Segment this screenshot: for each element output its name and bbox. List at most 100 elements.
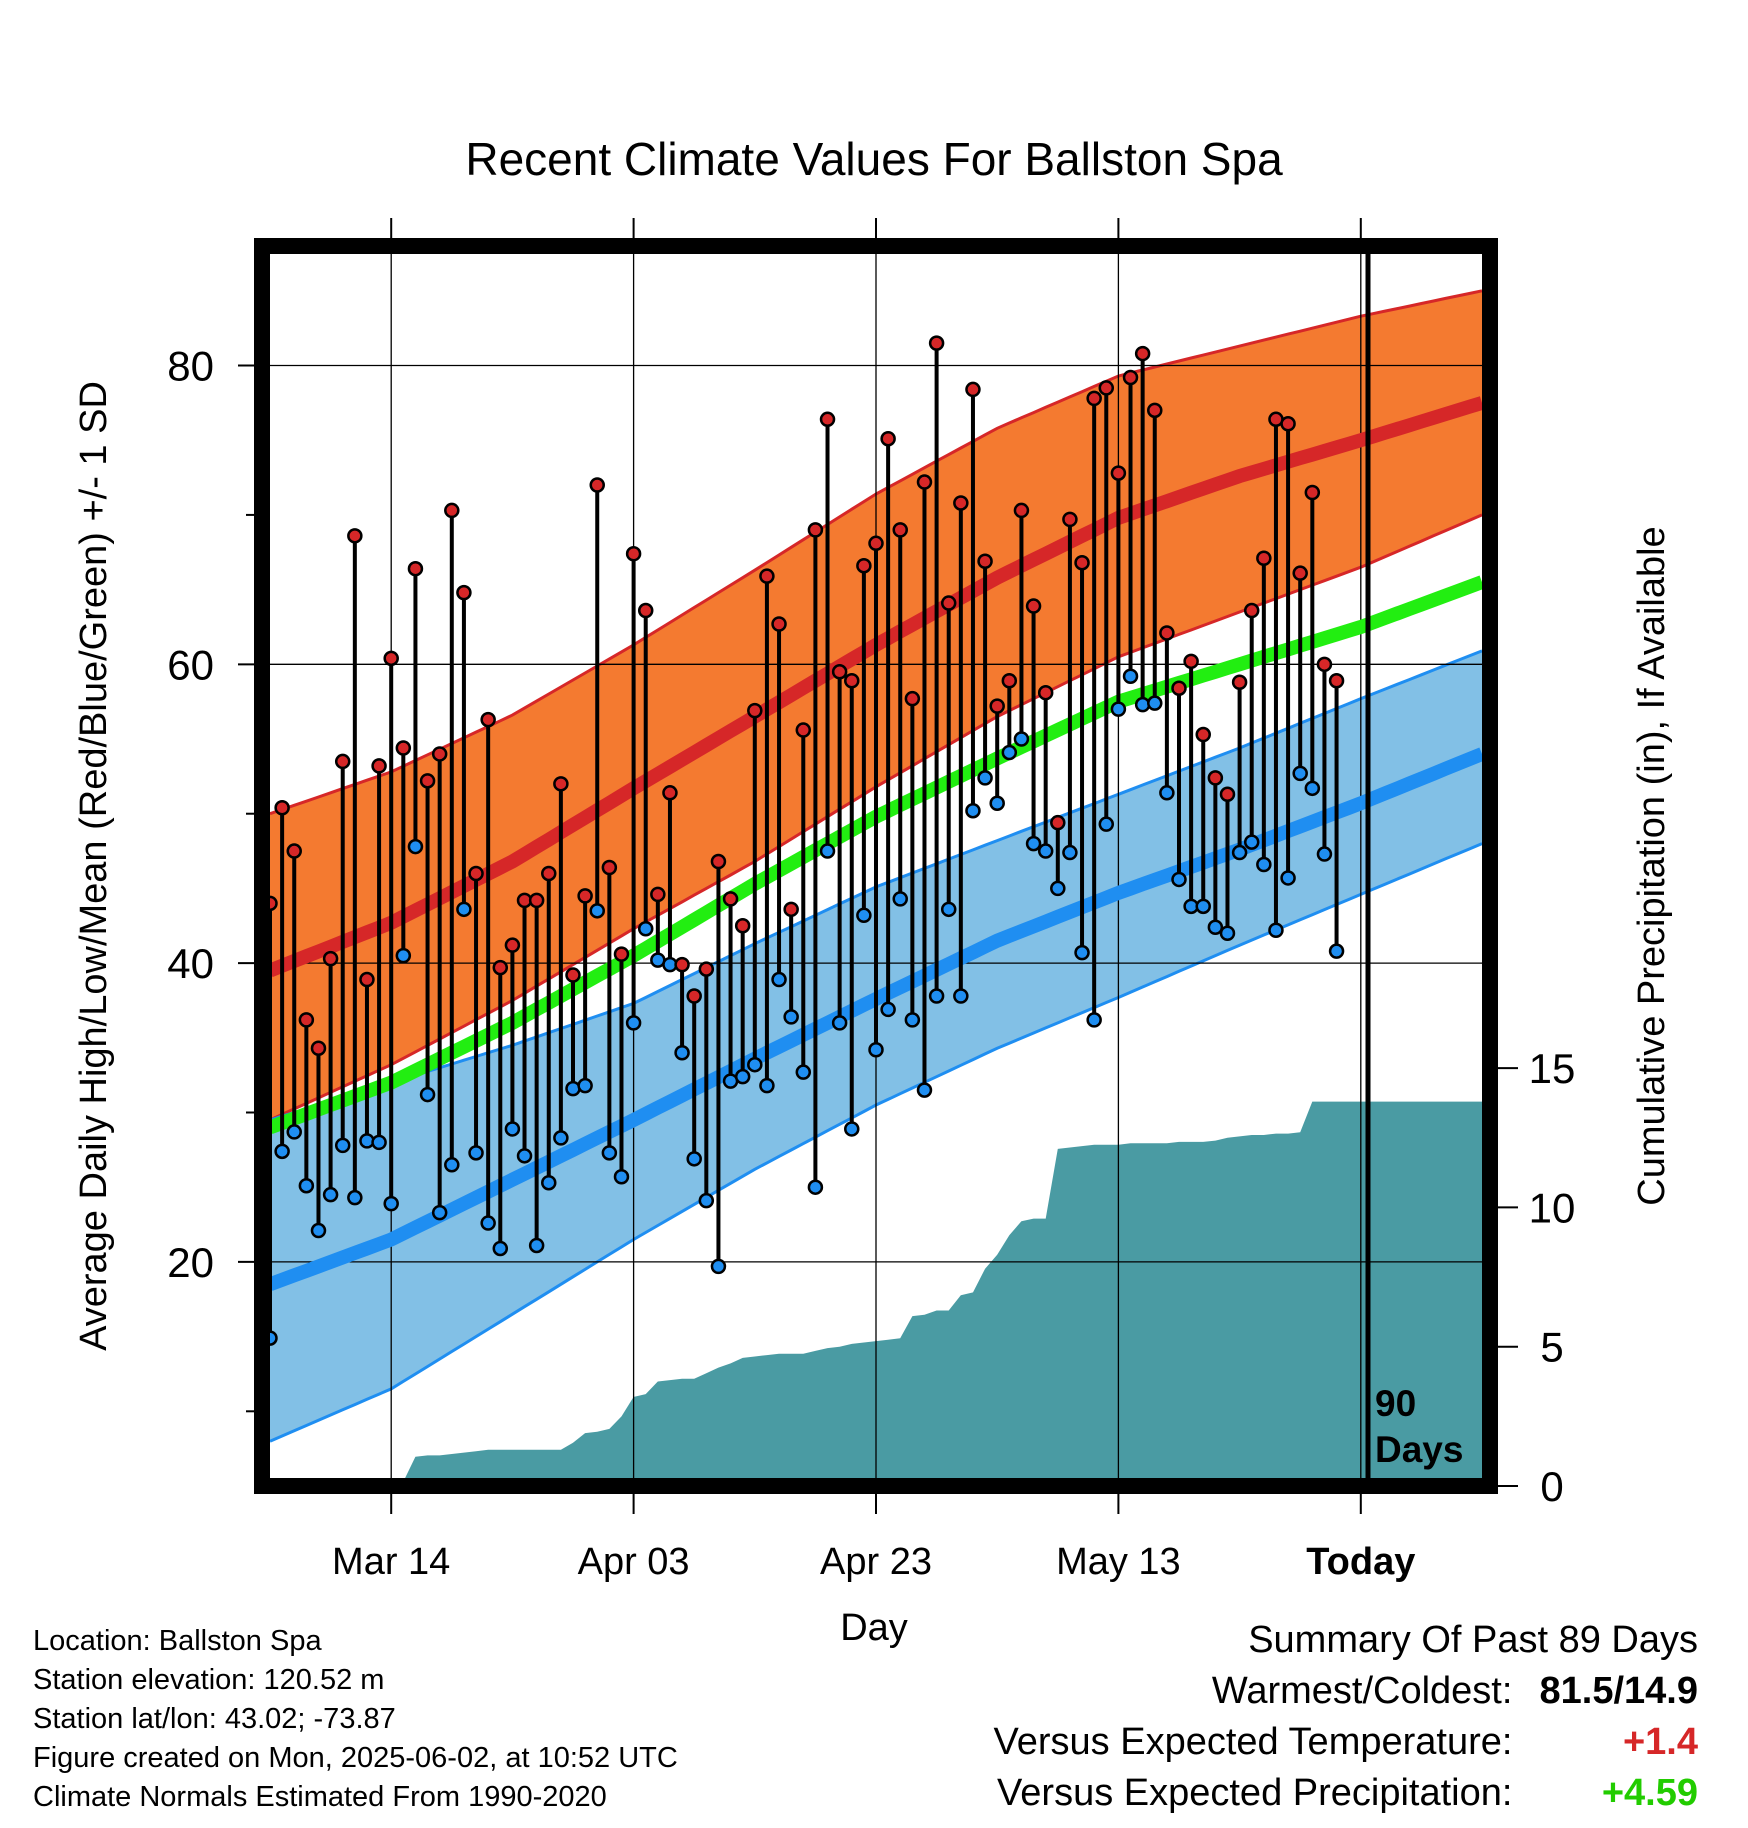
daily-high-point: [456, 584, 472, 601]
daily-high-point: [565, 967, 581, 983]
daily-low-point: [989, 795, 1005, 812]
daily-high-point: [771, 616, 787, 632]
daily-high-point: [1316, 656, 1333, 673]
daily-low-point: [456, 901, 472, 918]
daily-low-point: [674, 1044, 690, 1061]
daily-low-point: [856, 907, 872, 924]
daily-high-point: [1001, 672, 1018, 689]
x-tick-label: Apr 23: [820, 1541, 932, 1583]
daily-high-point: [650, 886, 666, 903]
daily-low-point: [734, 1068, 751, 1085]
daily-high-point: [553, 776, 569, 792]
daily-low-point: [1074, 944, 1090, 961]
today-annotation-line2: Days: [1375, 1429, 1463, 1470]
daily-high-point: [298, 1012, 315, 1028]
daily-low-point: [444, 1157, 460, 1173]
daily-low-point: [795, 1064, 812, 1080]
warmest-coldest-label: Warmest/Coldest:: [1211, 1670, 1513, 1712]
cumulative-precip-area: [270, 1101, 1482, 1486]
daily-low-point: [916, 1082, 933, 1098]
daily-low-point: [1086, 1012, 1102, 1028]
temp-anomaly-row: Versus Expected Temperature: +1.4: [994, 1717, 1698, 1768]
daily-high-point: [759, 568, 775, 584]
daily-high-point: [662, 785, 678, 801]
daily-high-point: [613, 946, 630, 962]
x-tick-label: Apr 03: [578, 1541, 690, 1583]
daily-high-point: [1098, 380, 1115, 396]
daily-low-point: [334, 1137, 351, 1154]
daily-high-point: [286, 843, 302, 859]
daily-low-point: [613, 1168, 630, 1185]
temp-anomaly-value: +1.4: [1622, 1721, 1698, 1763]
daily-low-point: [419, 1086, 436, 1103]
daily-high-point: [589, 477, 605, 493]
daily-low-point: [965, 802, 981, 819]
daily-high-point: [819, 411, 836, 428]
daily-low-point: [407, 838, 424, 855]
daily-low-point: [431, 1204, 448, 1221]
daily-low-point: [868, 1042, 884, 1058]
daily-high-point: [541, 865, 557, 882]
daily-high-point: [468, 865, 484, 882]
daily-high-point: [892, 522, 908, 538]
precip-area: [270, 1101, 1482, 1486]
daily-high-point: [395, 740, 412, 756]
warmest-coldest-value: 81.5/14.9: [1539, 1670, 1698, 1712]
normals-line: Climate Normals Estimated From 1990-2020: [33, 1781, 607, 1813]
daily-high-point: [965, 381, 981, 398]
daily-high-point: [953, 495, 969, 511]
daily-high-point: [1147, 402, 1163, 419]
daily-low-point: [807, 1179, 824, 1195]
daily-high-point: [1050, 814, 1066, 831]
daily-low-point: [1219, 925, 1236, 941]
daily-high-point: [1013, 502, 1030, 519]
location-line: Location: Ballston Spa: [33, 1625, 322, 1657]
daily-high-point: [710, 853, 727, 870]
x-tick-label: May 13: [1056, 1541, 1181, 1583]
summary-heading: Summary Of Past 89 Days: [1248, 1619, 1698, 1661]
elevation-line: Station elevation: 120.52 m: [33, 1664, 385, 1696]
daily-low-point: [274, 1143, 290, 1160]
daily-low-point: [1195, 898, 1211, 915]
daily-low-point: [1050, 880, 1066, 897]
daily-high-point: [844, 672, 860, 689]
daily-low-point: [819, 843, 836, 859]
daily-low-point: [783, 1009, 799, 1025]
daily-high-point: [1159, 625, 1175, 641]
daily-high-point: [334, 753, 351, 770]
latlon-line: Station lat/lon: 43.02; -73.87: [33, 1703, 396, 1735]
daily-low-point: [1243, 834, 1260, 850]
daily-high-point: [480, 711, 496, 728]
daily-high-point: [431, 746, 448, 762]
daily-high-point: [1231, 674, 1248, 690]
daily-high-point: [1280, 416, 1296, 432]
daily-high-point: [359, 971, 375, 988]
daily-low-point: [1316, 846, 1333, 862]
daily-low-point: [1207, 919, 1224, 936]
daily-high-point: [916, 474, 933, 490]
daily-high-point: [347, 528, 363, 544]
daily-low-point: [1037, 843, 1054, 859]
daily-low-point: [322, 1186, 339, 1203]
daily-range-stems: [268, 343, 1339, 1339]
precip-anomaly-label: Versus Expected Precipitation:: [997, 1772, 1513, 1814]
daily-high-point: [686, 988, 702, 1004]
daily-low-point: [977, 770, 993, 786]
y-right-tick-label: 5: [1540, 1324, 1563, 1371]
daily-low-point: [528, 1237, 545, 1254]
temp-anomaly-label: Versus Expected Temperature:: [993, 1721, 1513, 1763]
daily-low-point: [1268, 922, 1284, 938]
daily-low-point: [601, 1145, 618, 1161]
daily-high-point: [601, 859, 618, 876]
daily-low-point: [1098, 816, 1115, 832]
daily-high-point: [310, 1040, 327, 1057]
daily-low-point: [1231, 844, 1248, 861]
daily-high-point: [1086, 390, 1102, 407]
daily-high-point: [807, 522, 824, 538]
daily-low-point: [347, 1189, 363, 1206]
daily-high-point: [407, 560, 424, 577]
daily-low-point: [637, 920, 654, 937]
y-left-tick-label: 80: [167, 343, 214, 390]
daily-low-point: [892, 891, 908, 907]
daily-low-point: [1025, 835, 1042, 852]
